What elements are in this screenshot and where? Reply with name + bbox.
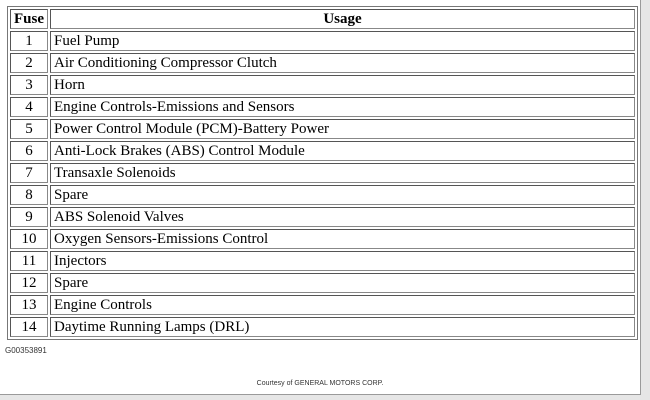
table-row: 1 Fuel Pump — [10, 31, 635, 51]
fuse-table: Fuse Usage 1 Fuel Pump 2 Air Conditioning C… — [7, 6, 638, 340]
fuse-number: 14 — [10, 317, 48, 337]
courtesy-note: Courtesy of GENERAL MOTORS CORP. — [256, 380, 384, 387]
table-header-row: Fuse Usage — [10, 9, 635, 29]
fuse-number: 12 — [10, 273, 48, 293]
table-row: 7 Transaxle Solenoids — [10, 163, 635, 183]
figure-code: G00353891 — [5, 346, 47, 355]
header-fuse: Fuse — [10, 9, 48, 29]
table-row: 10 Oxygen Sensors-Emissions Control — [10, 229, 635, 249]
fuse-usage: Power Control Module (PCM)-Battery Power — [50, 119, 635, 139]
fuse-number: 10 — [10, 229, 48, 249]
fuse-number: 5 — [10, 119, 48, 139]
fuse-usage: Anti-Lock Brakes (ABS) Control Module — [50, 141, 635, 161]
fuse-number: 2 — [10, 53, 48, 73]
fuse-number: 7 — [10, 163, 48, 183]
table-row: 11 Injectors — [10, 251, 635, 271]
fuse-usage: ABS Solenoid Valves — [50, 207, 635, 227]
fuse-usage: Spare — [50, 273, 635, 293]
fuse-usage: Air Conditioning Compressor Clutch — [50, 53, 635, 73]
fuse-usage: Spare — [50, 185, 635, 205]
fuse-number: 8 — [10, 185, 48, 205]
header-usage: Usage — [50, 9, 635, 29]
table-row: 4 Engine Controls-Emissions and Sensors — [10, 97, 635, 117]
table-row: 9 ABS Solenoid Valves — [10, 207, 635, 227]
fuse-number: 4 — [10, 97, 48, 117]
fuse-usage: Daytime Running Lamps (DRL) — [50, 317, 635, 337]
fuse-number: 6 — [10, 141, 48, 161]
table-row: 5 Power Control Module (PCM)-Battery Powe… — [10, 119, 635, 139]
table-row: 3 Horn — [10, 75, 635, 95]
table-row: 6 Anti-Lock Brakes (ABS) Control Module — [10, 141, 635, 161]
fuse-usage: Horn — [50, 75, 635, 95]
table-row: 8 Spare — [10, 185, 635, 205]
table-row: 14 Daytime Running Lamps (DRL) — [10, 317, 635, 337]
table-row: 13 Engine Controls — [10, 295, 635, 315]
fuse-number: 11 — [10, 251, 48, 271]
fuse-usage: Engine Controls-Emissions and Sensors — [50, 97, 635, 117]
fuse-usage: Fuel Pump — [50, 31, 635, 51]
table-row: 2 Air Conditioning Compressor Clutch — [10, 53, 635, 73]
fuse-usage: Transaxle Solenoids — [50, 163, 635, 183]
fuse-number: 1 — [10, 31, 48, 51]
fuse-number: 13 — [10, 295, 48, 315]
fuse-number: 9 — [10, 207, 48, 227]
document-page: Fuse Usage 1 Fuel Pump 2 Air Conditioning C… — [0, 0, 641, 395]
fuse-usage: Engine Controls — [50, 295, 635, 315]
fuse-usage: Injectors — [50, 251, 635, 271]
table-row: 12 Spare — [10, 273, 635, 293]
fuse-usage: Oxygen Sensors-Emissions Control — [50, 229, 635, 249]
fuse-number: 3 — [10, 75, 48, 95]
